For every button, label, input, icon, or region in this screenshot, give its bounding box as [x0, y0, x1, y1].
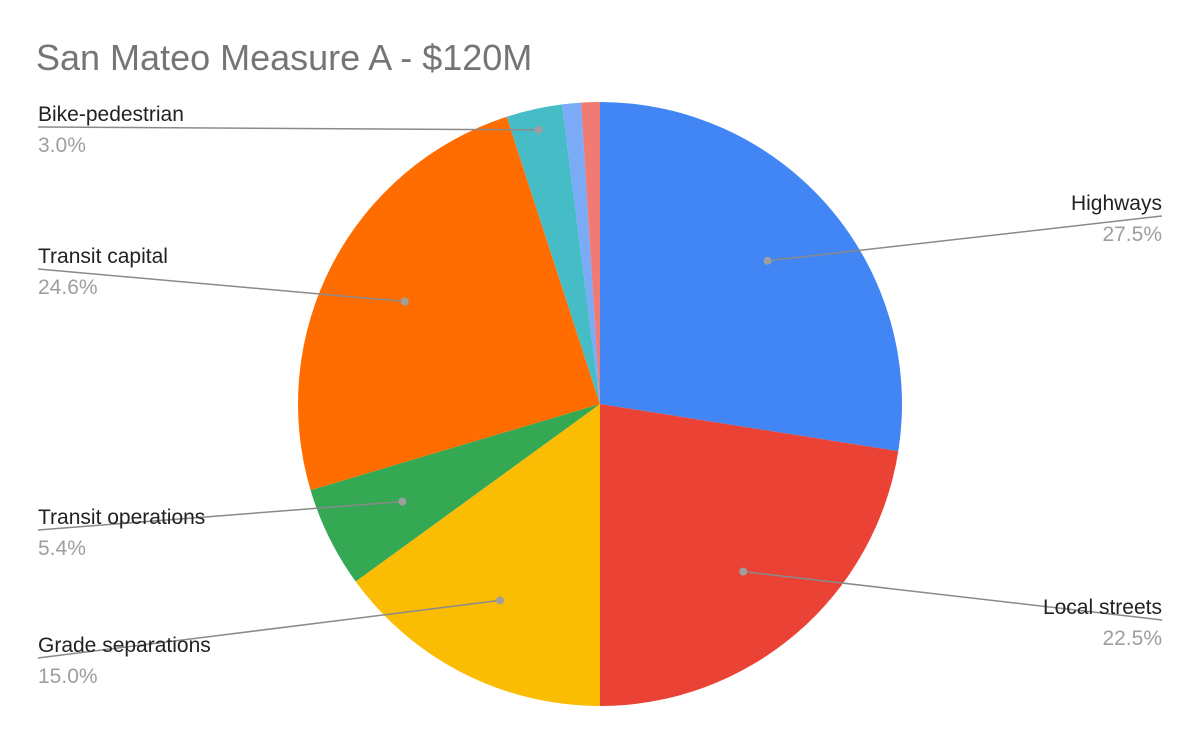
pie-slice-highways [600, 102, 902, 452]
slice-label-name: Bike-pedestrian [38, 103, 184, 126]
slice-labels: Highways 27.5% Local streets 22.5% Grade sep… [37, 103, 1163, 688]
slice-label-name: Grade separations [38, 634, 211, 657]
slice-label-percent: 5.4% [38, 537, 86, 560]
pie-slice-transit-operations [310, 404, 600, 582]
slice-label-percent: 3.0% [38, 134, 86, 157]
leader-line [743, 570, 1163, 621]
leader-line [37, 500, 403, 531]
leader-dot [534, 125, 543, 134]
slice-label-name: Transit operations [38, 506, 205, 529]
pie-slice-local-streets [600, 404, 899, 706]
pie-slices [298, 102, 902, 706]
leader-line [37, 599, 500, 659]
slice-label-percent: 27.5% [1102, 223, 1162, 246]
leader-dot [739, 567, 748, 576]
chart-title: San Mateo Measure A - $120M [36, 37, 532, 78]
leader-dot [398, 497, 407, 506]
slice-label-percent: 24.6% [38, 276, 98, 299]
pie-slice-unlabeled-6 [562, 102, 600, 404]
slice-label-name: Local streets [1043, 596, 1162, 619]
pie-slice-unlabeled-7 [581, 102, 600, 404]
slice-label-name: Highways [1071, 192, 1162, 215]
pie-slice-grade-separations [355, 404, 600, 706]
slice-label-name: Transit capital [38, 245, 168, 268]
leader-dot [400, 297, 409, 306]
leader-dot [763, 256, 772, 265]
leader-line [37, 126, 539, 131]
leader-line [767, 215, 1163, 262]
pie-slice-transit-capital [298, 116, 600, 491]
slice-label-percent: 15.0% [38, 665, 98, 688]
pie-slice-bike-pedestrian [506, 104, 600, 404]
leader-line [37, 268, 405, 303]
slice-label-percent: 22.5% [1102, 627, 1162, 650]
leader-dot [495, 596, 504, 605]
